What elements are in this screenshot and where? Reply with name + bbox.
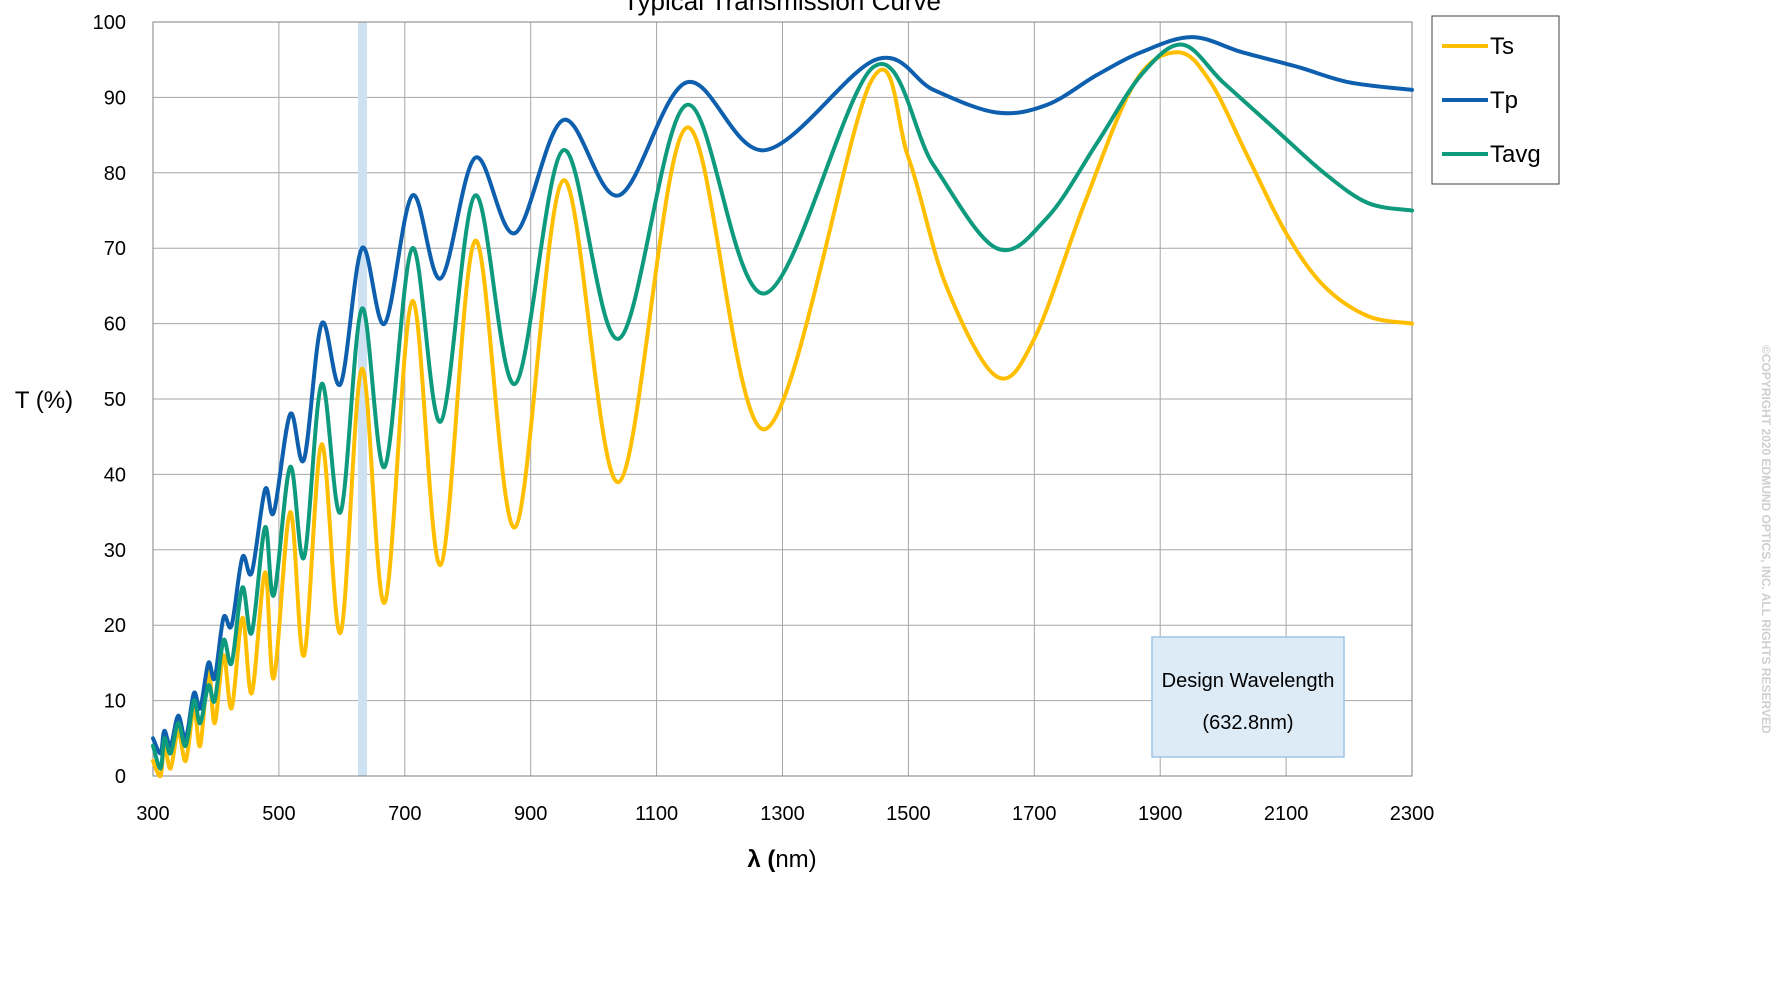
- y-tick-labels: 0 10 20 30 40 50 60 70 80 90 100: [93, 12, 126, 788]
- x-axis-title: λ (nm): [747, 846, 816, 873]
- plot-frame: [152, 21, 1413, 777]
- x-tick-label-1300: 1300: [760, 803, 805, 825]
- y-tick-label-0: 0: [115, 766, 126, 788]
- y-tick-label-70: 70: [104, 238, 126, 260]
- x-tick-label-2300: 2300: [1390, 803, 1435, 825]
- y-axis-title: T (%): [15, 387, 73, 414]
- x-tick-label-1500: 1500: [886, 803, 931, 825]
- x-tick-label-1100: 1100: [635, 803, 678, 825]
- legend: Ts Tp Tavg: [1431, 15, 1560, 185]
- y-tick-label-40: 40: [104, 464, 126, 486]
- series-line-tavg: [151, 42, 1414, 771]
- y-tick-label-20: 20: [104, 615, 126, 637]
- legend-label-tavg: Tavg: [1490, 141, 1541, 168]
- y-tick-label-100: 100: [93, 12, 126, 34]
- x-tick-label-2100: 2100: [1264, 803, 1309, 825]
- annotation-line2: (632.8nm): [1202, 712, 1293, 734]
- chart-title: Typical Transmission Curve: [623, 0, 941, 16]
- series-layer: [151, 35, 1414, 779]
- series-line-ts: [151, 50, 1414, 779]
- x-tick-label-1700: 1700: [1012, 803, 1057, 825]
- x-axis-unit: nm): [775, 846, 816, 873]
- y-tick-label-60: 60: [104, 314, 126, 336]
- annotation-box: [1151, 636, 1345, 758]
- x-tick-label-900: 900: [514, 803, 547, 825]
- x-tick-label-500: 500: [262, 803, 295, 825]
- copyright-watermark: ©COPYRIGHT 2020 EDMUND OPTICS, INC. ALL …: [1759, 345, 1773, 734]
- y-tick-label-80: 80: [104, 163, 126, 185]
- legend-label-ts: Ts: [1490, 33, 1514, 60]
- x-tick-label-700: 700: [388, 803, 421, 825]
- x-tick-label-1900: 1900: [1138, 803, 1183, 825]
- y-tick-label-90: 90: [104, 87, 126, 109]
- design-wavelength-annotation: Design Wavelength (632.8nm): [1151, 636, 1345, 758]
- y-tick-label-30: 30: [104, 540, 126, 562]
- design-wavelength-band: [357, 22, 367, 776]
- x-tick-labels: 300 500 700 900 1100 1300 1500 1700 1900 2100 2300: [136, 803, 1434, 825]
- x-axis-symbol: λ (: [747, 846, 775, 873]
- y-tick-label-50: 50: [104, 389, 126, 411]
- series-line-tp: [151, 35, 1414, 756]
- annotation-line1: Design Wavelength: [1162, 670, 1335, 692]
- x-tick-label-300: 300: [136, 803, 169, 825]
- legend-label-tp: Tp: [1490, 87, 1518, 114]
- y-tick-label-10: 10: [104, 691, 126, 713]
